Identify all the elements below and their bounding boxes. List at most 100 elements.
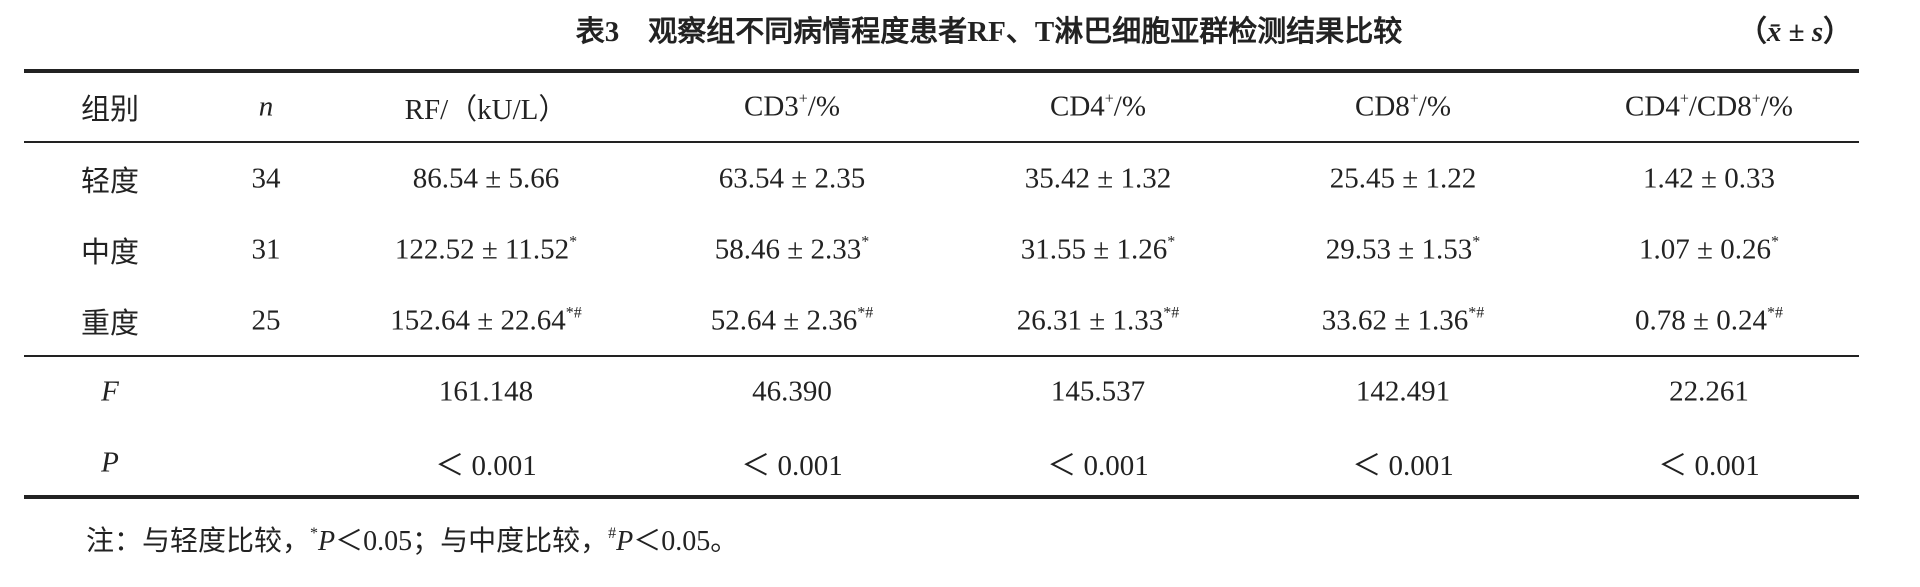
superscript: *# xyxy=(1766,304,1783,322)
stat-rule xyxy=(24,355,1859,357)
superscript: *# xyxy=(1468,304,1485,322)
text: P xyxy=(101,446,119,479)
table-cell: 34 xyxy=(252,163,281,196)
table-cell: ＜ 0.001 xyxy=(1352,442,1454,484)
text: 1.42 ± 0.33 xyxy=(1643,162,1775,195)
text: /% xyxy=(1113,90,1147,123)
text: /% xyxy=(1418,90,1452,123)
text: ＜ 0.001 xyxy=(1047,450,1149,482)
text: ） xyxy=(1823,16,1853,48)
text: ＜0.05。 xyxy=(633,526,739,557)
table-cell: 25.45 ± 1.22 xyxy=(1330,163,1476,196)
header-rule xyxy=(24,141,1859,143)
text: ± xyxy=(1781,16,1812,48)
table-cell: 86.54 ± 5.66 xyxy=(413,163,559,196)
superscript: * xyxy=(861,233,870,251)
text: ＜ 0.001 xyxy=(435,450,537,482)
table-unit: （x̄ ± s） xyxy=(1738,8,1852,50)
top-rule xyxy=(24,69,1859,73)
text: 中度 xyxy=(80,237,140,269)
text: 注：与轻度比较， xyxy=(86,526,311,557)
superscript: + xyxy=(1679,90,1689,108)
table-cell: 1.42 ± 0.33 xyxy=(1643,163,1775,196)
text: CD4 xyxy=(1049,90,1105,123)
text: 31 xyxy=(251,233,281,266)
header-cell: CD4+/% xyxy=(1050,91,1146,124)
text: 组别 xyxy=(80,94,140,126)
text: s xyxy=(1811,16,1824,48)
table-cell: 0.78 ± 0.24*# xyxy=(1635,305,1783,338)
table-cell: 22.261 xyxy=(1669,376,1749,409)
table-cell: 中度 xyxy=(81,229,139,271)
table-cell: 52.64 ± 2.36*# xyxy=(711,305,873,338)
table-cell: 29.53 ± 1.53* xyxy=(1326,234,1480,267)
text: 63.54 ± 2.35 xyxy=(718,162,866,195)
table-note: 注：与轻度比较，*P＜0.05；与中度比较，#P＜0.05。 xyxy=(86,519,738,559)
text: RF/（kU/L） xyxy=(404,94,568,126)
text: 52.64 ± 2.36 xyxy=(710,304,858,337)
table-cell: 152.64 ± 22.64*# xyxy=(390,305,581,338)
text: ＜ 0.001 xyxy=(1352,450,1454,482)
superscript: + xyxy=(1104,90,1114,108)
text: 46.390 xyxy=(752,375,832,408)
header-cell: n xyxy=(259,91,274,124)
table-cell: 26.31 ± 1.33*# xyxy=(1017,305,1179,338)
header-cell: CD3+/% xyxy=(744,91,840,124)
text: 25.45 ± 1.22 xyxy=(1329,162,1477,195)
text: /% xyxy=(807,90,841,123)
superscript: # xyxy=(608,525,617,542)
text: 34 xyxy=(251,162,281,195)
text: 0.78 ± 0.24 xyxy=(1635,304,1767,337)
superscript: * xyxy=(1167,233,1176,251)
text: （ xyxy=(1737,16,1767,48)
text: 31.55 ± 1.26 xyxy=(1020,233,1168,266)
superscript: * xyxy=(1472,233,1481,251)
bottom-rule xyxy=(24,495,1859,499)
table-cell: ＜ 0.001 xyxy=(435,442,537,484)
text: P xyxy=(616,526,634,557)
text: F xyxy=(101,375,119,408)
header-cell: 组别 xyxy=(81,86,139,128)
table-cell: 33.62 ± 1.36*# xyxy=(1322,305,1484,338)
superscript: *# xyxy=(1163,304,1180,322)
table-cell: 63.54 ± 2.35 xyxy=(719,163,865,196)
table-cell: P xyxy=(101,447,119,480)
text: CD8 xyxy=(1354,90,1410,123)
table-cell: ＜ 0.001 xyxy=(741,442,843,484)
text: /CD8 xyxy=(1688,90,1752,123)
table-cell: 46.390 xyxy=(752,376,832,409)
superscript: *# xyxy=(857,304,874,322)
table-cell: 25 xyxy=(252,305,281,338)
text: 重度 xyxy=(80,308,140,340)
table-cell: 1.07 ± 0.26* xyxy=(1639,234,1779,267)
table-cell: 轻度 xyxy=(81,158,139,200)
text: 152.64 ± 22.64 xyxy=(390,304,566,337)
superscript: + xyxy=(798,90,808,108)
text: /% xyxy=(1760,90,1793,123)
table-cell: 142.491 xyxy=(1356,376,1450,409)
text: 26.31 ± 1.33 xyxy=(1016,304,1164,337)
text: ＜ 0.001 xyxy=(741,450,843,482)
text: 86.54 ± 5.66 xyxy=(412,162,560,195)
text: 142.491 xyxy=(1355,375,1451,408)
text: ＜ 0.001 xyxy=(1658,450,1760,482)
text: 145.537 xyxy=(1050,375,1146,408)
table-cell: ＜ 0.001 xyxy=(1658,442,1760,484)
text: 33.62 ± 1.36 xyxy=(1321,304,1469,337)
table-cell: 重度 xyxy=(81,300,139,342)
table-cell: 161.148 xyxy=(439,376,533,409)
table-title: 表3 观察组不同病情程度患者RF、T淋巴细胞亚群检测结果比较 xyxy=(575,16,1403,48)
text: 1.07 ± 0.26 xyxy=(1639,233,1771,266)
text: 轻度 xyxy=(80,166,140,198)
text: 29.53 ± 1.53 xyxy=(1325,233,1473,266)
text: 58.46 ± 2.33 xyxy=(714,233,862,266)
text: P xyxy=(318,526,336,557)
text: n xyxy=(258,90,274,123)
superscript: + xyxy=(1409,90,1419,108)
header-cell: CD8+/% xyxy=(1355,91,1451,124)
header-cell: RF/（kU/L） xyxy=(405,86,568,128)
superscript: + xyxy=(1751,90,1761,108)
table-cell: 58.46 ± 2.33* xyxy=(715,234,869,267)
superscript: * xyxy=(569,233,578,251)
